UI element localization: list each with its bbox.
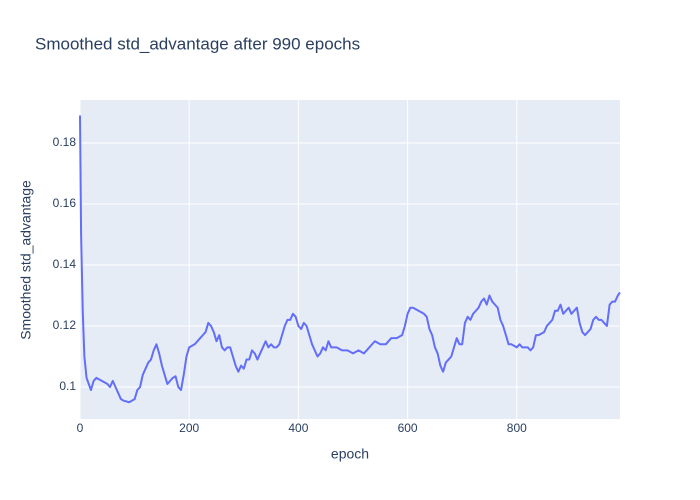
y-tick-label: 0.14 (53, 257, 77, 271)
y-tick-label: 0.16 (53, 196, 77, 210)
x-tick-label: 0 (77, 421, 84, 435)
x-tick-label: 600 (398, 421, 418, 435)
x-tick-label: 800 (507, 421, 527, 435)
x-tick-label: 200 (179, 421, 199, 435)
plot-area (80, 100, 620, 419)
line (79, 115, 621, 404)
y-axis-label: Smoothed std_advantage (18, 180, 34, 340)
y-tick-label: 0.18 (53, 135, 77, 149)
x-tick-label: 400 (288, 421, 308, 435)
y-tick-label: 0.12 (53, 318, 77, 332)
y-tick-label: 0.1 (59, 379, 76, 393)
x-axis-label: epoch (331, 446, 369, 462)
chart-title: Smoothed std_advantage after 990 epochs (35, 34, 360, 53)
